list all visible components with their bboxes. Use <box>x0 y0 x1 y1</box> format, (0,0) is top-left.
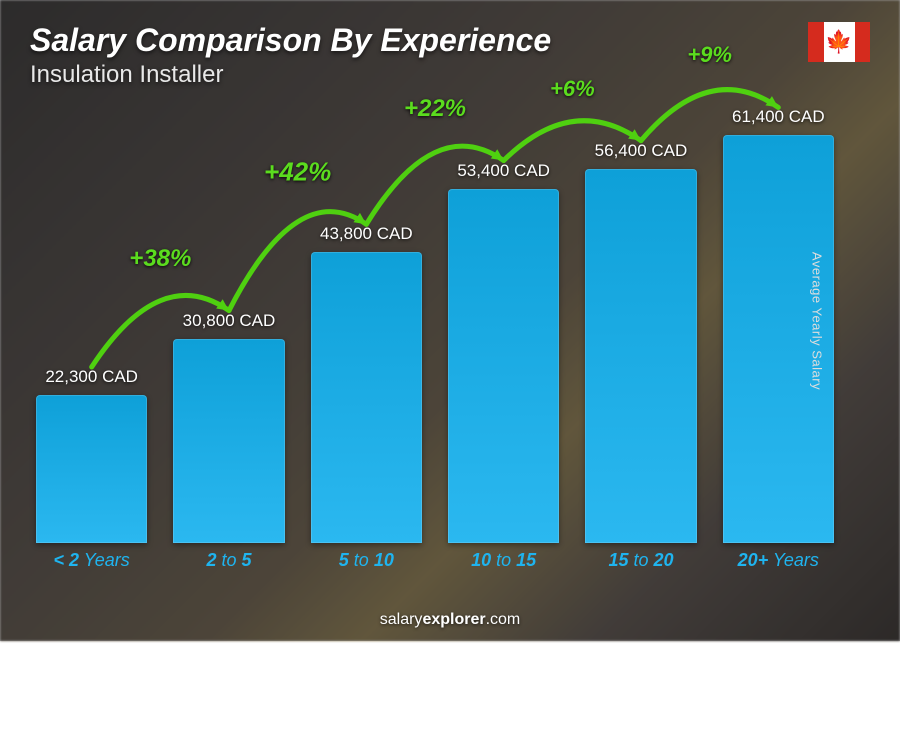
x-axis-label: 15 to 20 <box>579 550 702 571</box>
percent-increase-label: +6% <box>550 76 595 102</box>
page-title: Salary Comparison By Experience <box>30 22 551 59</box>
percent-increase-label: +9% <box>687 42 732 68</box>
bar-value-label: 61,400 CAD <box>732 107 825 127</box>
bar <box>585 169 696 543</box>
bar-wrap: 56,400 CAD <box>579 100 702 543</box>
footer-brand: salaryexplorer.com <box>0 611 900 629</box>
country-flag-canada: 🍁 <box>808 22 870 62</box>
infographic: Salary Comparison By Experience Insulati… <box>0 0 900 641</box>
bar-chart: 22,300 CAD 30,800 CAD 43,800 CAD 53,400 CAD… <box>30 100 840 571</box>
brand-bold: explorer <box>422 611 485 628</box>
x-axis-label: 2 to 5 <box>167 550 290 571</box>
page-subtitle: Insulation Installer <box>30 61 551 89</box>
bar <box>448 189 559 543</box>
flag-band-right <box>855 22 871 62</box>
brand-suffix: .com <box>486 611 521 628</box>
bar-wrap: 22,300 CAD <box>30 100 153 543</box>
percent-increase-label: +38% <box>129 245 191 273</box>
bar-wrap: 53,400 CAD <box>442 100 565 543</box>
bars-container: 22,300 CAD 30,800 CAD 43,800 CAD 53,400 CAD… <box>30 100 840 543</box>
percent-increase-label: +22% <box>404 95 466 123</box>
x-axis-label: 10 to 15 <box>442 550 565 571</box>
header: Salary Comparison By Experience Insulati… <box>30 22 551 89</box>
x-axis-label: 5 to 10 <box>305 550 428 571</box>
bar-value-label: 30,800 CAD <box>183 311 276 331</box>
bar-value-label: 22,300 CAD <box>45 367 138 387</box>
maple-leaf-icon: 🍁 <box>825 31 852 53</box>
percent-increase-label: +42% <box>264 157 331 188</box>
bar-value-label: 56,400 CAD <box>595 141 688 161</box>
x-axis-label: 20+ Years <box>717 550 840 571</box>
flag-band-mid: 🍁 <box>824 22 855 62</box>
bar-value-label: 53,400 CAD <box>457 161 550 181</box>
y-axis-label: Average Yearly Salary <box>809 251 824 389</box>
flag-band-left <box>808 22 824 62</box>
bar <box>173 339 284 543</box>
brand-prefix: salary <box>380 611 423 628</box>
x-axis-labels: < 2 Years 2 to 5 5 to 10 10 to 15 15 to 20 20… <box>30 550 840 571</box>
bar <box>311 252 422 543</box>
bar-value-label: 43,800 CAD <box>320 224 413 244</box>
bar <box>36 395 147 543</box>
x-axis-label: < 2 Years <box>30 550 153 571</box>
